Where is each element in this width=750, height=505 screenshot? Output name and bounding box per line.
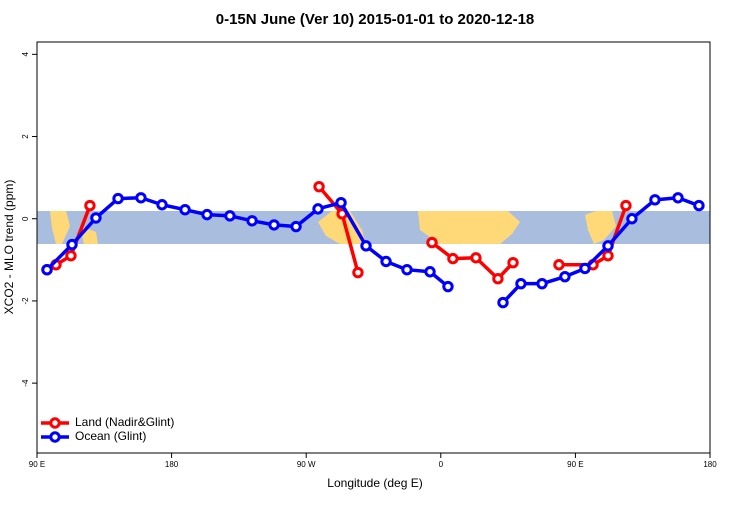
series-point: [112, 192, 124, 205]
series-point: [352, 266, 364, 279]
series-point: [268, 219, 280, 231]
series-line: [501, 196, 700, 304]
series-point: [201, 208, 213, 221]
legend-label: Land (Nadir&Glint): [75, 415, 174, 429]
y-tick-label: 0: [21, 216, 30, 221]
series-point: [447, 252, 459, 265]
series-point: [65, 250, 77, 262]
legend-marker: [49, 417, 61, 429]
series-point: [579, 262, 591, 275]
series-point: [156, 199, 168, 211]
x-tick-label: 90 E: [29, 460, 45, 469]
series-point: [620, 199, 632, 212]
series-point: [536, 277, 548, 290]
land: [50, 211, 70, 244]
legend-marker: [49, 431, 61, 443]
series-point: [553, 259, 565, 271]
series-point: [559, 270, 571, 283]
y-axis-label: XCO2 - MLO trend (ppm): [2, 180, 16, 315]
series-point: [492, 273, 504, 285]
series-point: [507, 257, 519, 269]
series-point: [313, 180, 325, 193]
series-point: [426, 236, 438, 249]
x-tick-label: 90 W: [297, 460, 316, 469]
series-point: [41, 263, 53, 276]
series-point: [442, 280, 454, 293]
series-point: [602, 240, 614, 252]
series-point: [312, 203, 324, 215]
y-tick-label: -4: [21, 379, 30, 387]
map-band: [37, 211, 710, 244]
series-point: [626, 213, 638, 225]
series-point: [602, 250, 614, 262]
y-tick-label: -2: [21, 297, 30, 305]
chart-title: 0-15N June (Ver 10) 2015-01-01 to 2020-1…: [216, 11, 535, 28]
series-point: [66, 238, 78, 251]
series-point: [693, 199, 705, 212]
series-point: [380, 255, 392, 268]
y-tick-label: 2: [21, 134, 30, 139]
land: [585, 211, 616, 244]
land: [418, 211, 520, 244]
series-line: [558, 204, 628, 267]
series-point: [224, 210, 236, 222]
x-tick-label: 0: [439, 460, 444, 469]
x-tick-label: 90 E: [567, 460, 583, 469]
series-point: [360, 240, 372, 252]
series-point: [179, 203, 191, 216]
series-point: [470, 252, 482, 264]
series-point: [497, 296, 509, 309]
legend-label: Ocean (Glint): [75, 429, 146, 443]
series-point: [401, 263, 413, 276]
series-point: [335, 197, 347, 209]
x-axis-label: Longitude (deg E): [327, 476, 422, 490]
land: [318, 211, 366, 244]
series-point: [515, 277, 527, 290]
series-point: [135, 192, 147, 204]
series-point: [90, 212, 102, 224]
series-point: [649, 194, 661, 206]
y-tick-label: 4: [21, 52, 30, 57]
x-tick-label: 180: [703, 460, 717, 469]
series-point: [246, 215, 258, 227]
series-point: [424, 266, 436, 278]
plot-frame: [36, 41, 711, 454]
series-point: [290, 220, 302, 233]
x-tick-label: 180: [165, 460, 179, 469]
series-point: [672, 192, 684, 204]
series-point: [84, 199, 96, 212]
